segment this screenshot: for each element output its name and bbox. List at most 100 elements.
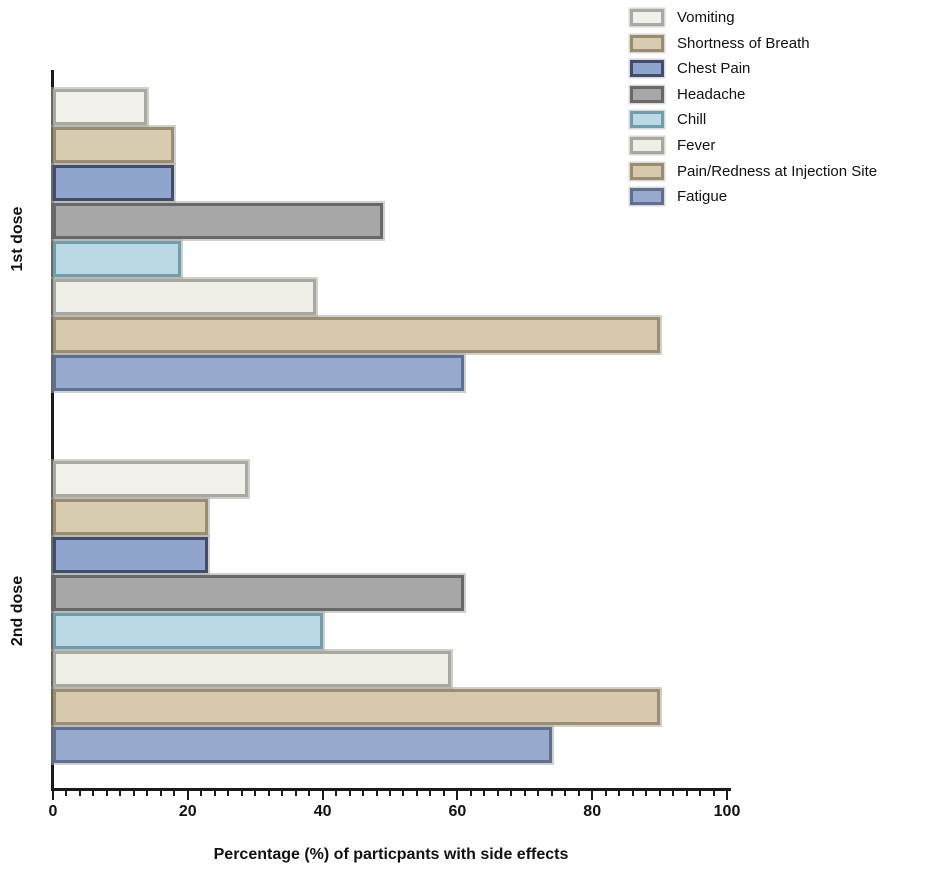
bar-1st-dose-shortness-of-breath — [53, 127, 175, 163]
bar-1st-dose-pain-redness-at-injection-site — [53, 317, 660, 353]
x-tick-minor — [402, 791, 405, 796]
x-tick-minor — [105, 791, 108, 796]
x-tick-minor — [267, 791, 270, 796]
legend-swatch-icon — [630, 188, 664, 206]
x-tick-minor — [308, 791, 311, 796]
x-tick-minor — [631, 791, 634, 796]
x-tick-major — [591, 791, 594, 800]
legend-swatch-icon — [630, 136, 664, 154]
x-tick-major — [52, 791, 54, 800]
x-tick-minor — [429, 791, 432, 796]
x-tick-label: 100 — [713, 803, 741, 820]
legend: Vomiting Shortness of Breath Chest Pain Hea… — [630, 9, 878, 206]
x-tick-minor — [712, 791, 715, 796]
x-tick-label: 20 — [178, 803, 197, 820]
bar-1st-dose-fever — [53, 279, 316, 315]
bar-1st-dose-chest-pain — [53, 165, 175, 201]
x-tick-minor — [200, 791, 203, 796]
x-tick-major — [321, 791, 324, 800]
x-tick-minor — [132, 791, 135, 796]
x-tick-major — [726, 791, 728, 800]
x-tick-minor — [645, 791, 648, 796]
group-label-2nd-dose: 2nd dose — [9, 575, 26, 647]
x-tick-major — [456, 791, 459, 800]
x-tick-minor — [254, 791, 257, 796]
legend-label: Fever — [677, 136, 716, 154]
x-tick-minor — [240, 791, 243, 796]
x-tick-label: 40 — [313, 803, 332, 820]
x-tick-minor — [415, 791, 418, 796]
x-tick-minor — [537, 791, 540, 796]
bar-2nd-dose-vomiting — [53, 461, 249, 497]
legend-item-shortness-of-breath: Shortness of Breath — [630, 34, 877, 52]
x-tick-minor — [483, 791, 486, 796]
legend-item-headache: Headache — [630, 85, 877, 103]
x-tick-minor — [604, 791, 607, 796]
x-tick-minor — [469, 791, 472, 796]
legend-label: Chill — [677, 111, 707, 129]
x-tick-minor — [227, 791, 230, 796]
y-axis-line — [51, 70, 54, 791]
x-tick-minor — [658, 791, 661, 796]
x-tick-minor — [78, 791, 81, 796]
bar-2nd-dose-chill — [53, 613, 323, 649]
bar-2nd-dose-pain-redness-at-injection-site — [53, 689, 660, 725]
bar-2nd-dose-shortness-of-breath — [53, 499, 209, 535]
x-tick-minor — [618, 791, 621, 796]
legend-swatch-icon — [630, 85, 664, 103]
legend-label: Pain/Redness at Injection Site — [677, 162, 878, 180]
bar-2nd-dose-headache — [53, 575, 465, 611]
x-tick-minor — [496, 791, 499, 796]
x-tick-minor — [213, 791, 216, 796]
bar-1st-dose-vomiting — [53, 89, 148, 125]
x-tick-minor — [375, 791, 378, 796]
bar-2nd-dose-chest-pain — [53, 537, 209, 573]
x-tick-minor — [685, 791, 688, 796]
legend-item-fatigue: Fatigue — [630, 188, 877, 206]
x-tick-minor — [173, 791, 176, 796]
legend-item-chill: Chill — [630, 111, 877, 129]
legend-label: Shortness of Breath — [677, 34, 810, 52]
x-axis-line — [51, 788, 731, 791]
x-tick-minor — [510, 791, 513, 796]
bar-1st-dose-fatigue — [53, 355, 465, 391]
legend-swatch-icon — [630, 9, 664, 26]
bar-1st-dose-chill — [53, 241, 182, 277]
x-tick-minor — [699, 791, 702, 796]
x-tick-minor — [159, 791, 162, 796]
legend-label: Headache — [677, 85, 746, 103]
x-tick-minor — [564, 791, 567, 796]
legend-swatch-icon — [630, 34, 664, 52]
legend-swatch-icon — [630, 60, 664, 78]
x-tick-minor — [389, 791, 391, 796]
legend-swatch-icon — [630, 162, 664, 180]
x-tick-major — [186, 791, 189, 800]
group-label-1st-dose: 1st dose — [9, 206, 26, 272]
x-tick-minor — [146, 791, 149, 796]
x-tick-minor — [672, 791, 675, 796]
bar-1st-dose-headache — [53, 203, 384, 239]
legend-swatch-icon — [630, 111, 664, 129]
x-axis-title: Percentage (%) of particpants with side … — [213, 846, 569, 863]
x-tick-minor — [92, 791, 95, 796]
x-tick-minor — [442, 791, 445, 796]
x-tick-minor — [281, 791, 284, 796]
bar-2nd-dose-fatigue — [53, 727, 552, 763]
legend-item-pain-redness-at-injection-site: Pain/Redness at Injection Site — [630, 162, 878, 180]
x-tick-minor — [523, 791, 526, 796]
x-tick-minor — [119, 791, 122, 796]
legend-item-fever: Fever — [630, 136, 877, 154]
x-tick-minor — [65, 791, 68, 796]
legend-item-vomiting: Vomiting — [630, 9, 877, 26]
legend-label: Vomiting — [677, 9, 735, 26]
x-tick-minor — [294, 791, 297, 796]
bar-2nd-dose-fever — [53, 651, 451, 687]
x-tick-label: 0 — [48, 803, 58, 820]
x-tick-minor — [550, 791, 553, 796]
legend-label: Chest Pain — [677, 60, 751, 78]
x-tick-minor — [335, 791, 338, 796]
legend-label: Fatigue — [677, 188, 728, 206]
x-tick-minor — [362, 791, 365, 796]
x-tick-minor — [577, 791, 580, 796]
